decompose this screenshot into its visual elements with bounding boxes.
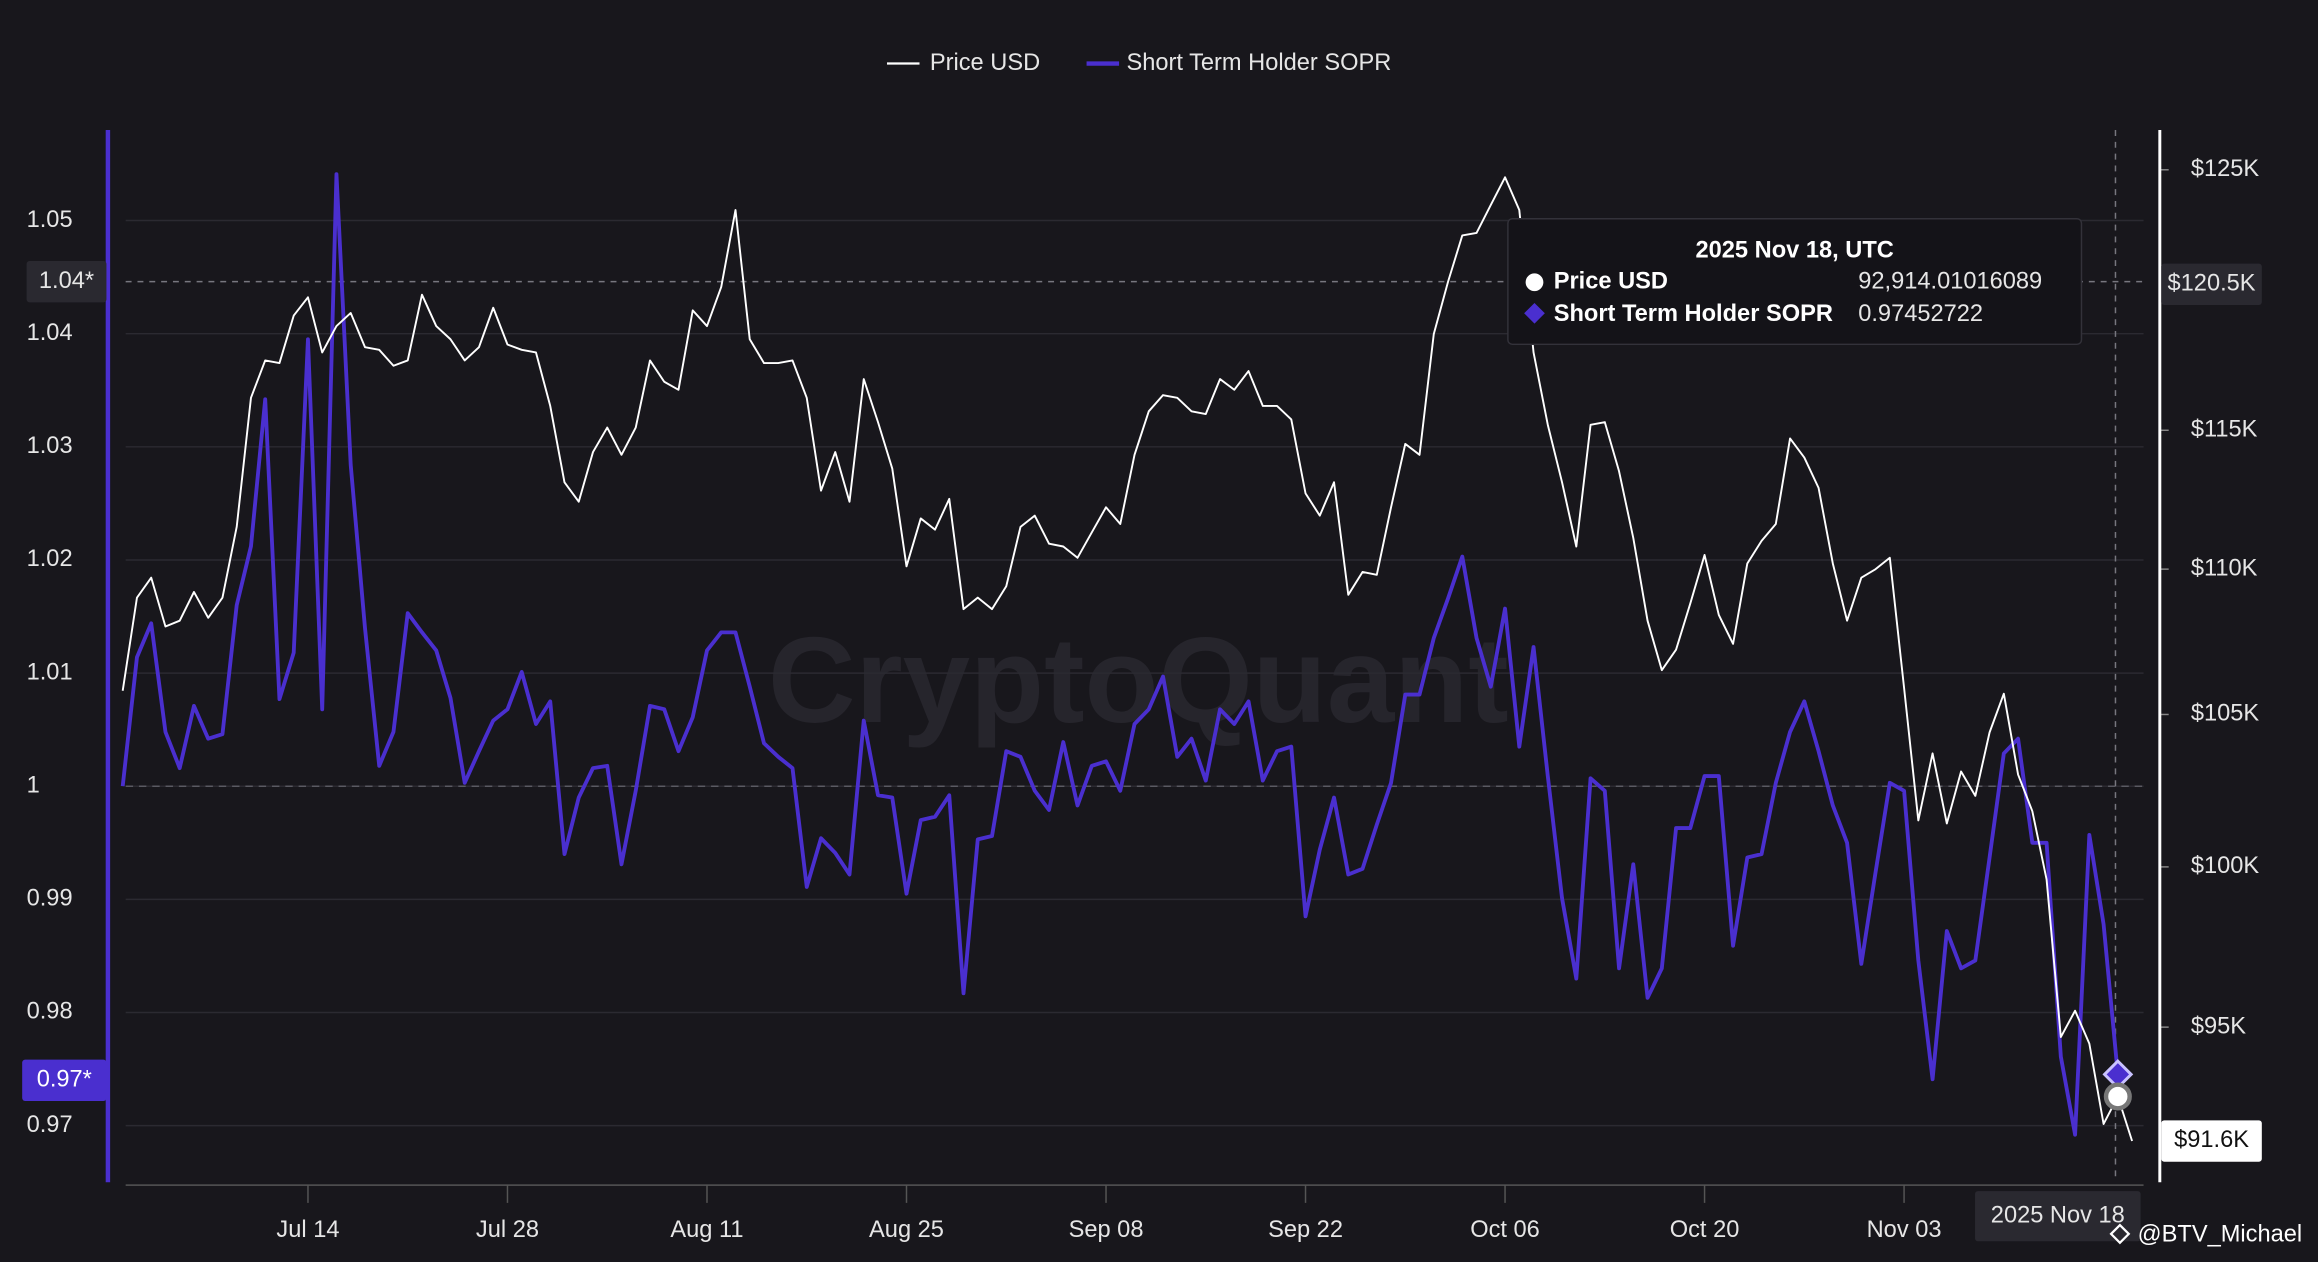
y2-tick-label: $105K xyxy=(2191,701,2260,727)
credit-icon xyxy=(2109,1223,2131,1245)
y2-tick-label: $115K xyxy=(2191,417,2258,443)
legend-label[interactable]: Short Term Holder SOPR xyxy=(1126,50,1391,76)
x-tick-label: Aug 11 xyxy=(670,1217,743,1243)
legend-label[interactable]: Price USD xyxy=(930,50,1040,76)
last-y-label: 0.97* xyxy=(37,1067,92,1093)
legend: Price USD Short Term Holder SOPR xyxy=(886,50,1391,76)
y-tick-label: 0.98 xyxy=(27,999,73,1025)
x-tick-label: Jul 14 xyxy=(276,1217,339,1243)
x-tick-label: Aug 25 xyxy=(869,1217,944,1243)
crosshair-x-label: 2025 Nov 18 xyxy=(1991,1202,2125,1228)
hover-marker xyxy=(2103,1082,2132,1111)
x-tick-label: Oct 20 xyxy=(1670,1217,1740,1243)
x-tick-label: Nov 03 xyxy=(1867,1217,1942,1243)
y2-tick-label: $95K xyxy=(2191,1013,2246,1039)
y-tick-label: 1 xyxy=(27,772,40,798)
crosshair-y-label-box xyxy=(26,260,107,303)
x-tick-label: Sep 08 xyxy=(1069,1217,1144,1243)
last-y2-label-box xyxy=(2161,1120,2262,1162)
tooltip-name: Price USD xyxy=(1554,269,1668,295)
y-tick-label: 1.01 xyxy=(27,659,73,685)
tooltip: 2025 Nov 18, UTC Price USD 92,914.01016089… xyxy=(1507,217,2083,346)
tooltip-box xyxy=(1507,217,2083,346)
y-tick-label: 0.99 xyxy=(27,886,73,912)
y2-tick-label: $110K xyxy=(2191,555,2258,581)
x-tick-label: Sep 22 xyxy=(1268,1217,1343,1243)
y2-tick-label: $125K xyxy=(2191,156,2260,182)
series-line xyxy=(120,172,2120,1137)
tooltip-value: 92,914.01016089 xyxy=(1858,269,2042,295)
tooltip-swatch xyxy=(1524,302,1545,324)
crosshair-y2-label-box xyxy=(2161,263,2262,306)
watermark: CryptoQuant xyxy=(768,612,1509,748)
y-tick-label: 1.04 xyxy=(27,320,73,346)
series-line xyxy=(121,176,2134,1142)
y-tick-label: 1.05 xyxy=(27,207,73,233)
x-tick-label: Oct 06 xyxy=(1470,1217,1540,1243)
last-y2-label: $91.6K xyxy=(2174,1127,2249,1153)
tooltip-swatch xyxy=(1525,273,1544,292)
tooltip-title: 2025 Nov 18, UTC xyxy=(1696,237,1894,263)
credit: @BTV_Michael xyxy=(2138,1222,2303,1248)
x-tick-label: Jul 28 xyxy=(476,1217,539,1243)
crosshair-y-label: 1.04* xyxy=(39,268,94,294)
last-y-label-box xyxy=(22,1059,107,1102)
y-tick-label: 1.02 xyxy=(27,546,73,572)
y-tick-label: 1.03 xyxy=(27,433,73,459)
tooltip-name: Short Term Holder SOPR xyxy=(1554,301,1833,327)
crosshair-y2-label: $120.5K xyxy=(2168,271,2256,297)
y-tick-label: 0.97 xyxy=(27,1112,73,1138)
crosshair-x-label-box xyxy=(1975,1191,2141,1242)
tooltip-value: 0.97452722 xyxy=(1858,301,1983,327)
y2-tick-label: $100K xyxy=(2191,853,2260,879)
